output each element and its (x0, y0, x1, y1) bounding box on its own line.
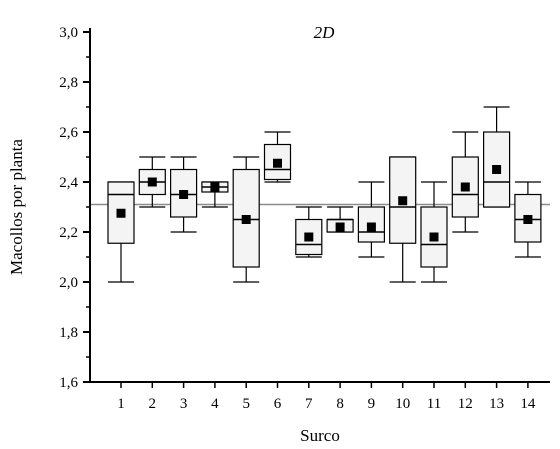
x-tick-label: 12 (458, 396, 473, 412)
x-tick-label: 9 (368, 396, 376, 412)
y-tick-label: 2,4 (59, 175, 78, 191)
mean-marker (273, 158, 282, 168)
x-tick-label: 2 (149, 396, 157, 412)
box-iqr (295, 218, 323, 256)
box-group-11 (420, 181, 448, 283)
x-tick-label: 14 (520, 396, 536, 412)
box-group-1 (107, 181, 135, 283)
y-tick-label: 2,0 (59, 275, 78, 291)
mean-marker (335, 222, 345, 232)
axes-layer: 1,61,82,02,22,42,62,83,01 2 3 4 5 6 7 8 9 10 11 12 1… (59, 25, 550, 412)
mean-marker (147, 177, 157, 187)
mean-marker (398, 196, 408, 206)
mean-marker (304, 232, 314, 242)
x-tick-label: 3 (180, 396, 188, 412)
panel-annotation: 2D (314, 23, 336, 42)
mean-marker (523, 215, 533, 224)
y-tick-label: 2,8 (59, 75, 78, 91)
box-group-10 (389, 156, 417, 283)
mean-marker (179, 190, 189, 199)
mean-marker (210, 182, 220, 192)
box-group-8 (326, 206, 354, 233)
y-tick-label: 2,2 (59, 225, 78, 241)
x-tick-label: 11 (427, 396, 441, 412)
box-group-13 (483, 106, 511, 208)
box-group-4 (201, 181, 229, 208)
y-tick-label: 1,6 (59, 375, 78, 391)
box-group-9 (357, 181, 385, 258)
mean-marker (366, 222, 376, 232)
box-group-2 (138, 156, 166, 208)
x-axis-title: Surco (300, 426, 340, 445)
y-tick-label: 3,0 (59, 25, 78, 41)
box-group-7 (295, 206, 323, 258)
box-group-3 (170, 156, 198, 233)
mean-marker (429, 232, 439, 242)
boxes-layer (107, 106, 542, 283)
y-tick-label: 1,8 (59, 325, 78, 341)
x-tick-label: 5 (242, 396, 250, 412)
mean-marker (460, 182, 470, 192)
y-tick-label: 2,6 (59, 125, 78, 141)
x-tick-label: 13 (489, 396, 504, 412)
mean-marker (492, 165, 502, 174)
box-iqr (357, 206, 385, 243)
mean-marker (241, 215, 251, 224)
x-tick-label: 4 (211, 396, 219, 412)
box-group-5 (232, 156, 260, 283)
mean-marker (116, 208, 126, 218)
x-tick-label: 8 (336, 396, 344, 412)
x-tick-label: 7 (305, 396, 313, 412)
box-group-6 (263, 131, 292, 183)
x-tick-label: 10 (395, 396, 410, 412)
x-tick-label: 6 (274, 396, 282, 412)
box-group-12 (451, 131, 479, 233)
y-axis-title: Macollos por planta (7, 139, 26, 275)
box-group-14 (514, 181, 542, 258)
x-tick-label: 1 (117, 396, 125, 412)
